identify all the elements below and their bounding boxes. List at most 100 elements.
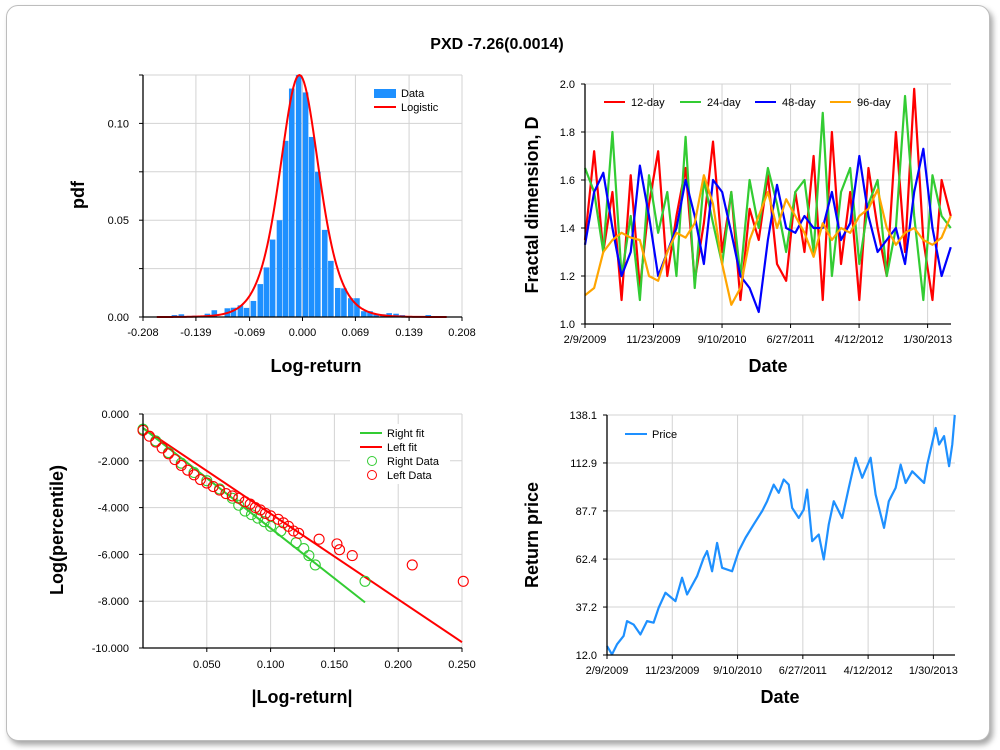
- x-tick-label: 4/12/2012: [835, 334, 884, 346]
- histogram-bar: [328, 260, 334, 317]
- y-tick-label: 138.1: [569, 410, 597, 422]
- right-data-point: [303, 550, 315, 562]
- series-line-96-day: [584, 174, 952, 306]
- y-tick-label: 1.4: [560, 223, 575, 235]
- series-line-24-day: [583, 94, 952, 302]
- left-data-point: [331, 538, 343, 550]
- y-axis-label: Return price: [522, 482, 542, 588]
- left-data-point: [143, 430, 155, 442]
- right-data-point: [245, 509, 258, 521]
- histogram-bar: [348, 298, 354, 317]
- y-tick-label: -8.000: [98, 596, 129, 608]
- left-data-point: [457, 575, 469, 587]
- histogram-bar: [250, 300, 257, 317]
- y-tick-label: 12.0: [576, 650, 597, 662]
- histogram-bar: [354, 298, 360, 317]
- histogram-bar: [393, 313, 399, 317]
- x-tick-label: 6/27/2011: [766, 334, 814, 346]
- histogram-bar: [373, 314, 379, 317]
- histogram-bar: [282, 140, 289, 317]
- x-tick-label: 4/12/2012: [844, 665, 893, 677]
- left-data-point: [162, 448, 175, 460]
- histogram-bar: [243, 307, 250, 317]
- histogram-bar: [263, 267, 270, 317]
- legend-swatch-left-data: [367, 470, 377, 480]
- y-tick-label: 1.2: [560, 271, 575, 283]
- legend-label-right-data: Right Data: [387, 456, 440, 468]
- histogram-bar: [367, 311, 373, 317]
- left-data-point: [226, 490, 238, 502]
- y-axis-label: pdf: [68, 180, 88, 209]
- left-data-point: [156, 442, 168, 454]
- left-data-point: [249, 502, 261, 514]
- x-tick-label: 0.150: [321, 659, 349, 671]
- left-data-point: [333, 544, 346, 556]
- left-data-point: [150, 436, 162, 448]
- x-tick-label: 11/23/2009: [626, 334, 680, 346]
- y-axis-label: Fractal dimension, D: [522, 116, 542, 293]
- left-data-point: [169, 454, 181, 466]
- y-tick-label: -6.000: [98, 549, 129, 561]
- x-axis-label: Date: [760, 687, 799, 707]
- histogram-bar: [269, 239, 276, 317]
- legend-label-12-day: 12-day: [631, 97, 665, 109]
- histogram-bar: [341, 288, 347, 317]
- x-tick-label: 6/27/2011: [779, 665, 827, 677]
- left-data-point: [406, 559, 418, 571]
- right-data-point: [233, 499, 245, 511]
- x-tick-label: 0.100: [257, 659, 285, 671]
- x-tick-label: 9/10/2010: [713, 665, 762, 677]
- y-tick-label: 1.6: [560, 175, 575, 187]
- x-axis-label: Log-return: [271, 356, 362, 376]
- x-tick-label: 11/23/2009: [645, 665, 699, 677]
- x-tick-label: 1/30/2013: [903, 334, 952, 346]
- x-tick-label: 9/10/2010: [698, 334, 747, 346]
- legend-label-24-day: 24-day: [707, 97, 741, 109]
- right-data-point: [298, 542, 310, 555]
- legend-label-data: Data: [401, 88, 425, 100]
- x-tick-label: 0.139: [395, 327, 423, 339]
- y-tick-label: -10.000: [92, 643, 129, 655]
- left-data-point: [214, 484, 226, 496]
- y-tick-label: 2.0: [560, 79, 575, 91]
- x-tick-label: 0.250: [448, 659, 476, 671]
- left-data-point: [346, 550, 358, 562]
- histogram-bar: [315, 171, 321, 317]
- y-tick-label: 112.9: [570, 458, 597, 470]
- y-tick-label: -2.000: [98, 456, 129, 468]
- y-axis-label: Log(percentile): [47, 465, 67, 595]
- y-tick-label: 0.00: [108, 312, 129, 324]
- y-tick-label: 62.4: [576, 554, 597, 566]
- x-tick-label: 0.208: [448, 327, 476, 339]
- left-fit-line: [142, 427, 463, 643]
- histogram-bar: [295, 75, 302, 317]
- x-tick-label: -0.069: [234, 327, 265, 339]
- left-data-point: [293, 527, 305, 539]
- left-data-point: [233, 492, 245, 504]
- left-data-point: [288, 525, 300, 537]
- histogram-bar: [276, 220, 283, 317]
- legend-label-left-fit: Left fit: [387, 442, 417, 454]
- left-data-point: [220, 488, 232, 500]
- right-data-point: [309, 559, 321, 571]
- histogram-bar: [230, 307, 237, 317]
- histogram-bar: [178, 314, 185, 317]
- chart-frame: [6, 5, 990, 741]
- series-line-48-day: [583, 147, 952, 314]
- left-data-point: [239, 496, 251, 508]
- legend-swatch-right-data: [367, 456, 377, 466]
- chart-title: PXD -7.26(0.0014): [430, 36, 563, 53]
- histogram-bar: [302, 92, 309, 317]
- x-axis-label: |Log-return|: [251, 687, 352, 707]
- legend-label-48-day: 48-day: [782, 97, 816, 109]
- y-tick-label: 0.10: [108, 118, 129, 130]
- histogram-bar: [361, 311, 367, 317]
- x-tick-label: 2/9/2009: [564, 334, 607, 346]
- left-data-point: [194, 473, 206, 486]
- y-tick-label: 37.2: [576, 602, 597, 614]
- histogram-bar: [334, 287, 341, 317]
- left-data-point: [265, 510, 277, 522]
- legend-label-left-data: Left Data: [387, 470, 433, 482]
- histogram-bar: [308, 136, 315, 317]
